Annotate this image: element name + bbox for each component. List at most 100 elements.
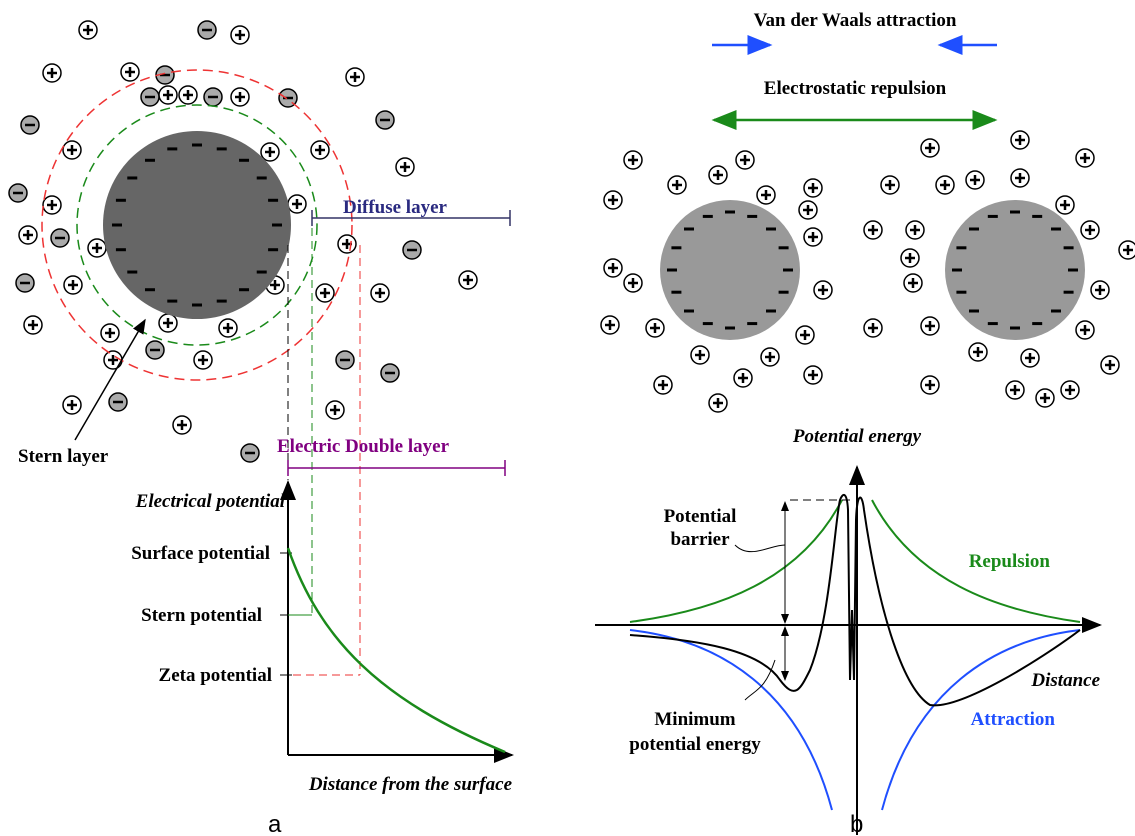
- label: potential energy: [629, 734, 761, 755]
- positive-ion: [371, 284, 389, 302]
- positive-ion: [1011, 131, 1029, 149]
- negative-ion: [241, 444, 259, 462]
- label: Repulsion: [969, 551, 1051, 572]
- positive-ion: [921, 376, 939, 394]
- pointer: [735, 545, 785, 552]
- positive-ion: [799, 201, 817, 219]
- positive-ion: [311, 141, 329, 159]
- label: barrier: [670, 529, 730, 550]
- positive-ion: [179, 86, 197, 104]
- negative-ion: [146, 341, 164, 359]
- negative-ion: [141, 88, 159, 106]
- positive-ion: [1101, 356, 1119, 374]
- positive-ion: [734, 369, 752, 387]
- positive-ion: [604, 191, 622, 209]
- label: Van der Waals attraction: [754, 10, 957, 31]
- positive-ion: [1056, 196, 1074, 214]
- positive-ion: [921, 139, 939, 157]
- positive-ion: [1061, 381, 1079, 399]
- positive-ion: [668, 176, 686, 194]
- particle: [103, 131, 291, 319]
- positive-ion: [1081, 221, 1099, 239]
- caption: a: [268, 811, 282, 836]
- positive-ion: [63, 396, 81, 414]
- positive-ion: [219, 319, 237, 337]
- positive-ion: [64, 276, 82, 294]
- diagram: Diffuse layer Electric Double layer Ster…: [0, 0, 1135, 836]
- positive-ion: [159, 314, 177, 332]
- positive-ion: [459, 271, 477, 289]
- label: Diffuse layer: [343, 197, 448, 218]
- particle: [660, 200, 800, 340]
- positive-ion: [624, 274, 642, 292]
- negative-ion: [21, 116, 39, 134]
- positive-ion: [969, 343, 987, 361]
- label: Potential: [664, 506, 737, 527]
- positive-ion: [601, 316, 619, 334]
- positive-ion: [936, 176, 954, 194]
- positive-ion: [338, 235, 356, 253]
- ticks: [280, 553, 292, 675]
- positive-ion: [194, 351, 212, 369]
- positive-ion: [804, 228, 822, 246]
- particle: [945, 200, 1085, 340]
- positive-ion: [63, 141, 81, 159]
- positive-ion: [1021, 349, 1039, 367]
- negative-ion: [9, 184, 27, 202]
- axis-label: Potential energy: [792, 426, 922, 447]
- positive-ion: [966, 171, 984, 189]
- label: Attraction: [971, 709, 1056, 730]
- positive-ion: [709, 166, 727, 184]
- axis-label: Electrical potential: [135, 491, 286, 512]
- positive-ion: [709, 394, 727, 412]
- label: Stern potential: [141, 605, 262, 626]
- positive-ion: [624, 151, 642, 169]
- positive-ion: [43, 64, 61, 82]
- negative-ion: [16, 274, 34, 292]
- positive-ion: [604, 259, 622, 277]
- positive-ion: [654, 376, 672, 394]
- positive-ion: [19, 226, 37, 244]
- positive-ion: [288, 195, 306, 213]
- positive-ion: [261, 143, 279, 161]
- positive-ion: [101, 324, 119, 342]
- potential-curve: [288, 548, 505, 752]
- positive-ion: [326, 401, 344, 419]
- caption: b: [850, 811, 863, 836]
- positive-ion: [121, 63, 139, 81]
- label: Zeta potential: [159, 665, 272, 686]
- positive-ion: [881, 176, 899, 194]
- positive-ion: [79, 21, 97, 39]
- positive-ion: [804, 179, 822, 197]
- positive-ion: [346, 68, 364, 86]
- positive-ion: [921, 317, 939, 335]
- positive-ion: [646, 319, 664, 337]
- negative-ion: [198, 21, 216, 39]
- positive-ion: [864, 221, 882, 239]
- label: Minimum: [654, 709, 735, 730]
- negative-ion: [381, 364, 399, 382]
- positive-ion: [761, 348, 779, 366]
- negative-ion: [51, 229, 69, 247]
- positive-ion: [24, 316, 42, 334]
- positive-ion: [736, 151, 754, 169]
- axis-label: Distance from the surface: [308, 774, 513, 795]
- positive-ion: [104, 351, 122, 369]
- positive-ion: [796, 326, 814, 344]
- positive-ion: [1076, 149, 1094, 167]
- positive-ion: [904, 274, 922, 292]
- positive-ion: [231, 26, 249, 44]
- positive-ion: [906, 221, 924, 239]
- positive-ion: [864, 319, 882, 337]
- double-layer-bracket: [288, 460, 505, 476]
- positive-ion: [1076, 321, 1094, 339]
- positive-ion: [159, 86, 177, 104]
- positive-ion: [814, 281, 832, 299]
- negative-ion: [336, 351, 354, 369]
- label: Electrostatic repulsion: [764, 78, 947, 99]
- positive-ion: [1119, 241, 1135, 259]
- positive-ion: [231, 88, 249, 106]
- label: Stern layer: [18, 446, 109, 467]
- positive-ion: [316, 284, 334, 302]
- positive-ion: [691, 346, 709, 364]
